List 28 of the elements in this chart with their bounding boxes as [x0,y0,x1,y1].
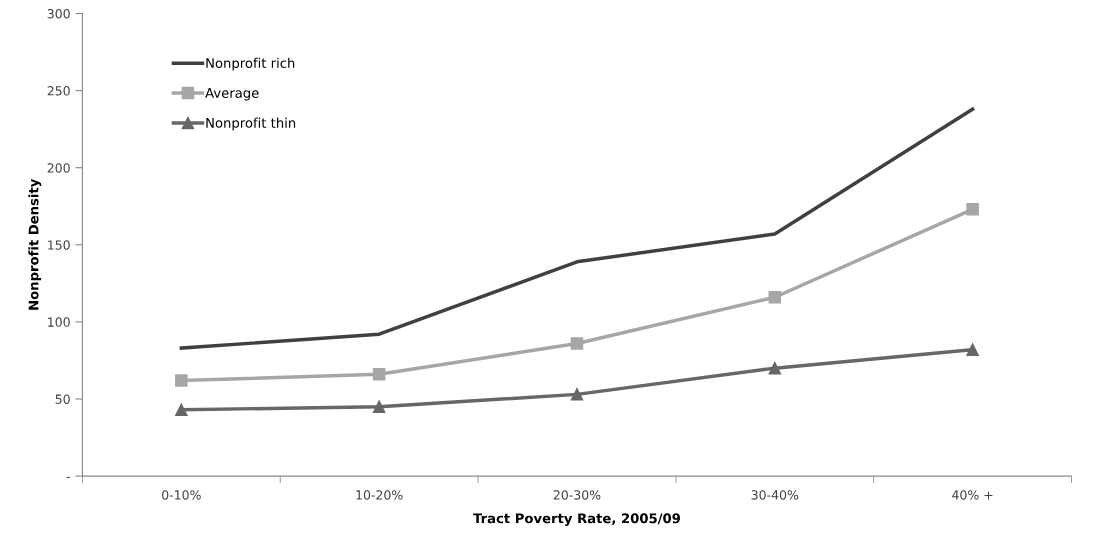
x-axis-title: Tract Poverty Rate, 2005/09 [473,513,681,526]
y-tick-label: 150 [48,240,70,250]
x-tick-label: 20-30% [553,490,601,500]
line-series [179,107,975,350]
point [175,374,188,387]
point [768,290,782,304]
y-tick-label: 50 [55,394,70,404]
y-axis-title: Nonprofit Density [28,178,42,310]
point [966,203,979,216]
y-tick-label: - [66,476,71,478]
point [768,361,782,375]
x-tick-label: 30-40% [751,490,799,500]
legend-label: Average [205,88,259,101]
point [966,343,979,356]
y-tick-label: 250 [47,86,70,96]
y-tick-label: 300 [47,9,70,19]
y-tick-label: 200 [47,163,70,173]
point [570,388,584,401]
point [372,400,386,413]
point [570,337,584,350]
point [175,403,188,417]
legend-label: Nonprofit rich [206,57,295,71]
x-tick-label: 10-20% [356,490,403,500]
y-tick-label: 100 [48,317,70,327]
legend-label: Nonprofit thin [206,117,296,131]
x-tick-label: 40% + [952,490,993,500]
x-tick-label: 0-10% [162,490,201,500]
point [372,368,386,381]
